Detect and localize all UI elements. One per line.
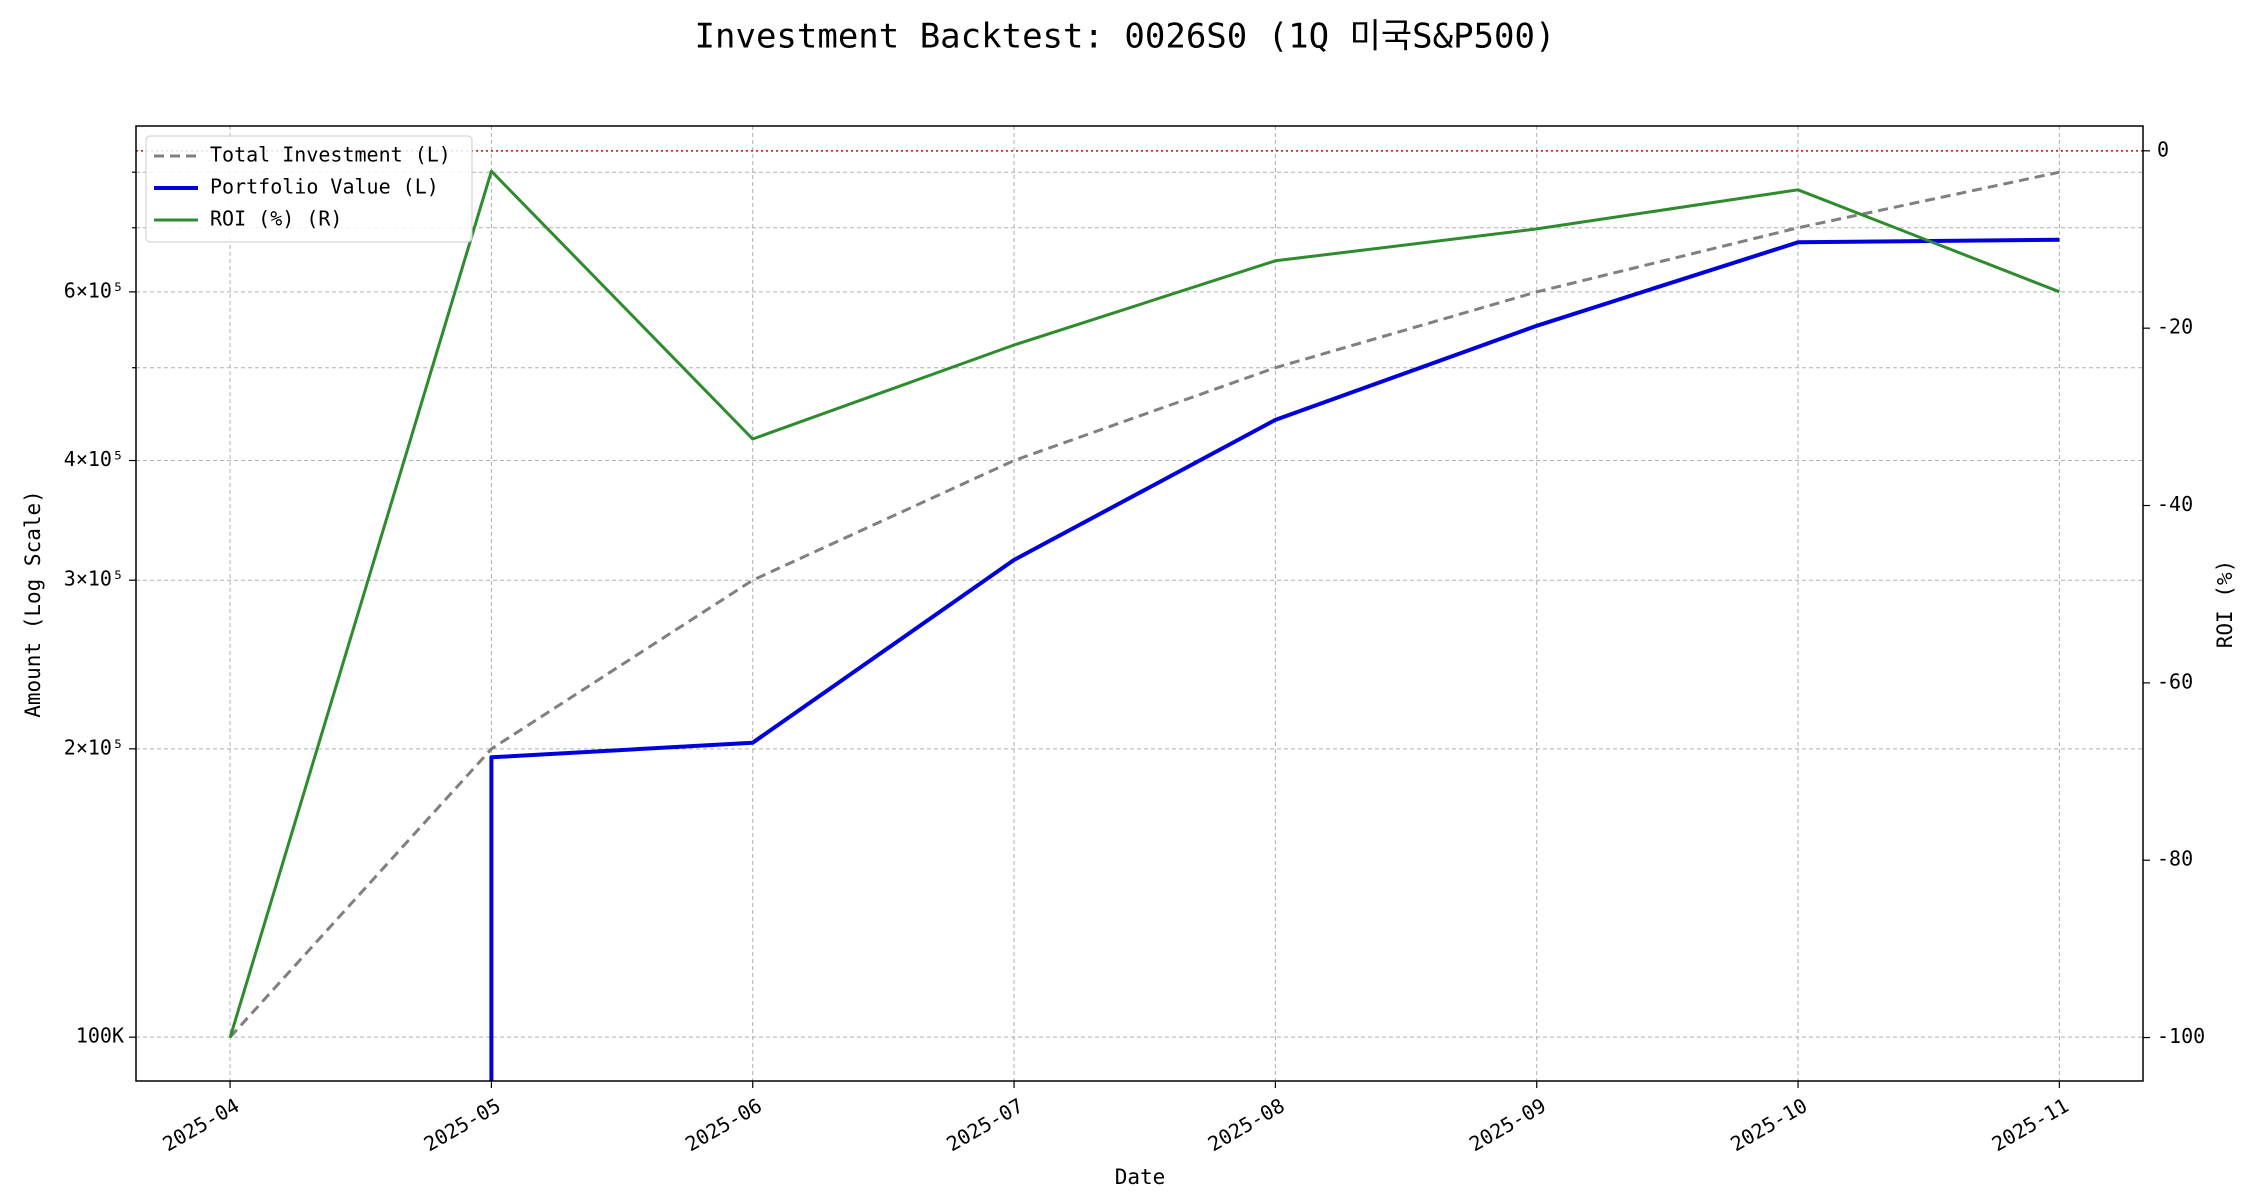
y2-tick-label: -80 bbox=[2157, 847, 2193, 871]
y2-tick-label: -20 bbox=[2157, 315, 2193, 339]
y2-tick-label: -60 bbox=[2157, 669, 2193, 693]
series-line bbox=[228, 169, 2060, 1039]
y-tick-label: 100K bbox=[76, 1024, 124, 1048]
y-tick-label: 2×10⁵ bbox=[64, 735, 124, 759]
plot-frame bbox=[135, 125, 2144, 1082]
y2-tick-label: -100 bbox=[2157, 1024, 2205, 1048]
x-axis-label: Date bbox=[1115, 1165, 1166, 1189]
y-tick-label: 3×10⁵ bbox=[64, 567, 124, 591]
legend-label: Total Investment (L) bbox=[210, 143, 451, 167]
y2-axis-label: ROI (%) bbox=[2213, 560, 2237, 649]
y-tick-label: 6×10⁵ bbox=[64, 278, 124, 302]
legend-label: Portfolio Value (L) bbox=[210, 175, 439, 199]
series-line bbox=[228, 170, 2060, 1039]
y2-tick-label: -40 bbox=[2157, 492, 2193, 516]
series-line bbox=[489, 237, 2060, 1081]
y-axis-label: Amount (Log Scale) bbox=[21, 490, 45, 718]
legend-box bbox=[145, 135, 473, 243]
y2-tick-label: 0 bbox=[2157, 137, 2169, 161]
legend-label: ROI (%) (R) bbox=[210, 207, 342, 231]
series-layer bbox=[228, 169, 2060, 1081]
chart-title: Investment Backtest: 0026S0 (1Q 미국S&P500… bbox=[695, 17, 1556, 57]
y-tick-label: 4×10⁵ bbox=[64, 447, 124, 471]
